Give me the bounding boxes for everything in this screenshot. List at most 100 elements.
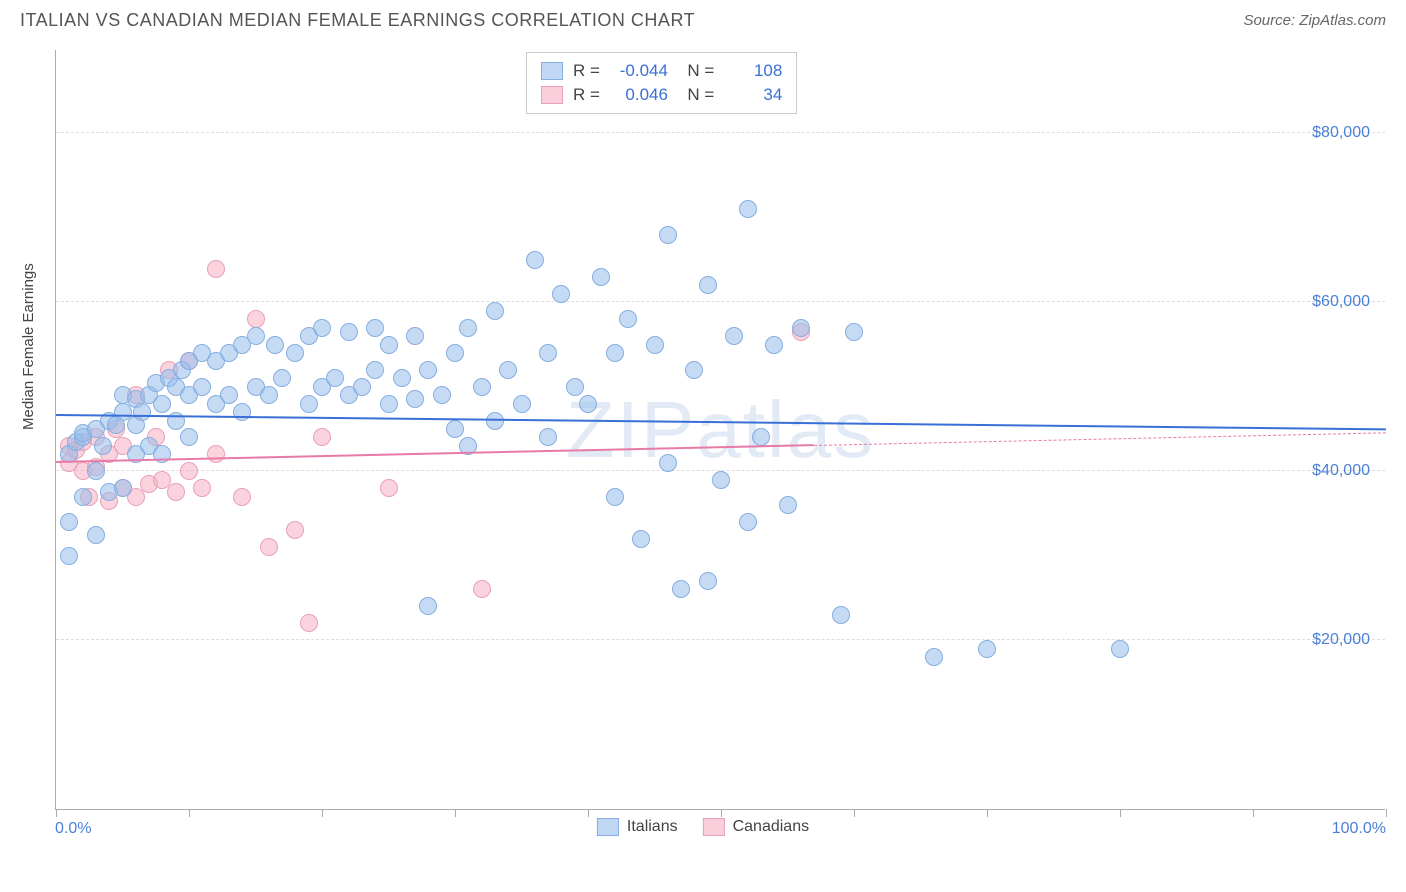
legend-label-canadians: Canadians [733, 818, 810, 836]
x-tick [1120, 809, 1121, 817]
x-axis-max-label: 100.0% [1332, 820, 1386, 838]
data-point [752, 428, 770, 446]
gridline [56, 639, 1385, 640]
data-point [552, 285, 570, 303]
data-point [353, 378, 371, 396]
data-point [499, 361, 517, 379]
gridline [56, 132, 1385, 133]
n-label: N = [678, 83, 714, 107]
data-point [286, 344, 304, 362]
data-point [459, 319, 477, 337]
data-point [659, 454, 677, 472]
x-tick [455, 809, 456, 817]
x-tick [854, 809, 855, 817]
data-point [60, 547, 78, 565]
data-point [1111, 640, 1129, 658]
data-point [207, 445, 225, 463]
data-point [446, 344, 464, 362]
x-tick [56, 809, 57, 817]
data-point [659, 226, 677, 244]
data-point [419, 361, 437, 379]
data-point [313, 319, 331, 337]
data-point [473, 580, 491, 598]
legend-item-italians: Italians [597, 818, 678, 836]
data-point [606, 488, 624, 506]
data-point [739, 513, 757, 531]
data-point [260, 386, 278, 404]
data-point [539, 428, 557, 446]
legend-row-canadians: R = 0.046 N = 34 [541, 83, 782, 107]
data-point [606, 344, 624, 362]
data-point [207, 260, 225, 278]
data-point [685, 361, 703, 379]
data-point [592, 268, 610, 286]
watermark: ZIPatlas [566, 384, 875, 476]
x-tick [189, 809, 190, 817]
data-point [233, 488, 251, 506]
series-legend: Italians Canadians [597, 818, 809, 836]
data-point [300, 395, 318, 413]
data-point [133, 403, 151, 421]
data-point [180, 462, 198, 480]
data-point [326, 369, 344, 387]
data-point [273, 369, 291, 387]
data-point [419, 597, 437, 615]
data-point [792, 319, 810, 337]
data-point [526, 251, 544, 269]
scatter-chart: ZIPatlas R = -0.044 N = 108 R = 0.046 N … [55, 50, 1385, 810]
data-point [393, 369, 411, 387]
legend-row-italians: R = -0.044 N = 108 [541, 59, 782, 83]
data-point [340, 323, 358, 341]
data-point [579, 395, 597, 413]
x-tick [322, 809, 323, 817]
data-point [925, 648, 943, 666]
data-point [313, 428, 331, 446]
data-point [300, 614, 318, 632]
data-point [380, 395, 398, 413]
n-value-italians: 108 [724, 59, 782, 83]
x-tick [1253, 809, 1254, 817]
data-point [632, 530, 650, 548]
data-point [433, 386, 451, 404]
data-point [832, 606, 850, 624]
data-point [380, 479, 398, 497]
data-point [220, 386, 238, 404]
x-tick [1386, 809, 1387, 817]
data-point [286, 521, 304, 539]
data-point [153, 395, 171, 413]
data-point [699, 572, 717, 590]
data-point [406, 327, 424, 345]
data-point [978, 640, 996, 658]
data-point [74, 488, 92, 506]
y-tick-label: $20,000 [1312, 631, 1370, 649]
data-point [725, 327, 743, 345]
data-point [845, 323, 863, 341]
data-point [406, 390, 424, 408]
data-point [260, 538, 278, 556]
swatch-italians-icon [597, 818, 619, 836]
data-point [266, 336, 284, 354]
r-label: R = [573, 83, 600, 107]
data-point [366, 361, 384, 379]
swatch-italians [541, 62, 563, 80]
data-point [779, 496, 797, 514]
trend-line [56, 414, 1386, 430]
data-point [180, 428, 198, 446]
x-tick [987, 809, 988, 817]
data-point [366, 319, 384, 337]
data-point [646, 336, 664, 354]
x-axis-min-label: 0.0% [55, 820, 91, 838]
r-label: R = [573, 59, 600, 83]
data-point [539, 344, 557, 362]
n-label: N = [678, 59, 714, 83]
n-value-canadians: 34 [724, 83, 782, 107]
data-point [473, 378, 491, 396]
data-point [765, 336, 783, 354]
y-axis-label: Median Female Earnings [20, 263, 37, 430]
legend-item-canadians: Canadians [703, 818, 810, 836]
r-value-italians: -0.044 [610, 59, 668, 83]
data-point [94, 437, 112, 455]
y-tick-label: $40,000 [1312, 462, 1370, 480]
trend-line [814, 432, 1386, 446]
legend-label-italians: Italians [627, 818, 678, 836]
